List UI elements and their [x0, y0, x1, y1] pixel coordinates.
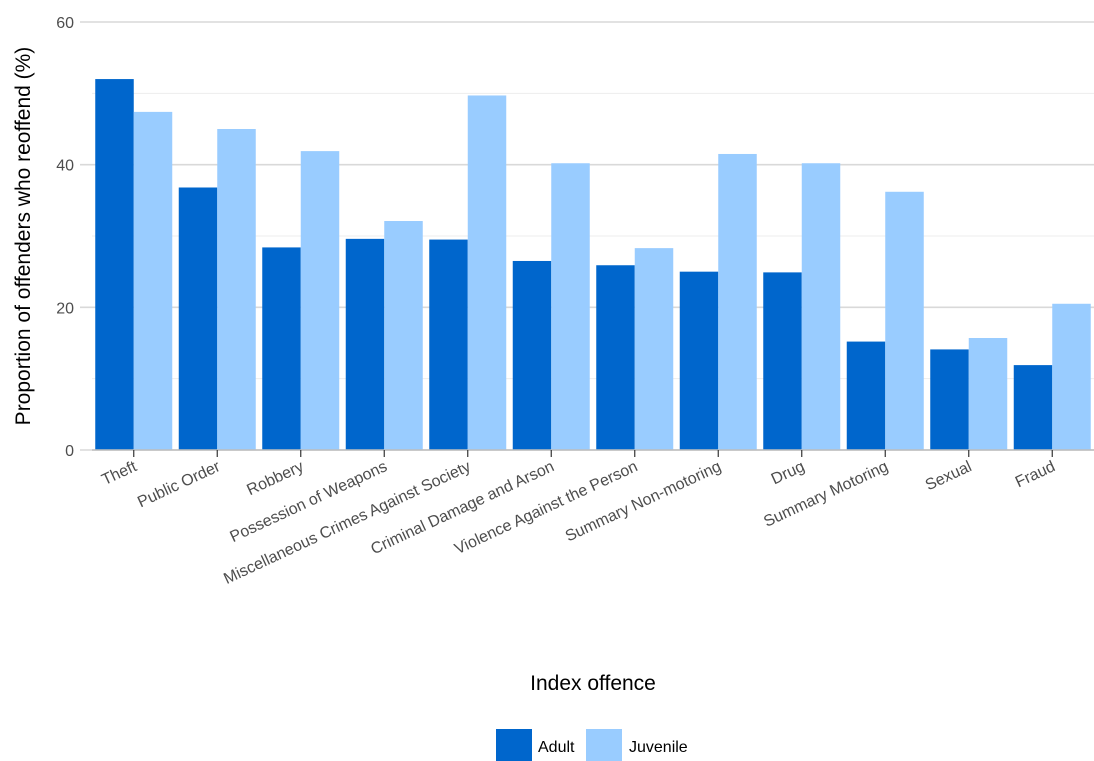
x-tick-label: Summary Non-motoring	[563, 458, 724, 545]
y-axis-title: Proportion of offenders who reoffend (%)	[12, 47, 35, 426]
bar-juvenile	[885, 191, 924, 451]
bar-adult	[1013, 365, 1053, 450]
bar-juvenile	[384, 221, 423, 450]
bar-juvenile	[467, 95, 507, 451]
x-tick-label: Public Order	[135, 458, 223, 511]
bar-adult	[178, 187, 218, 450]
x-tick-label: Fraud	[1013, 458, 1058, 491]
bar-juvenile	[551, 163, 590, 451]
y-tick-label: 20	[56, 300, 74, 317]
bar-adult	[512, 260, 552, 450]
legend: Adult Juvenile	[496, 729, 688, 761]
y-tick-label: 60	[56, 15, 74, 32]
x-axis-title: Index offence	[530, 672, 656, 695]
bar-juvenile	[968, 338, 1008, 450]
bar-juvenile	[217, 129, 256, 450]
legend-label-adult: Adult	[538, 739, 575, 756]
bar-adult	[846, 341, 886, 450]
bars	[95, 79, 1091, 451]
bar-juvenile	[300, 151, 340, 450]
bar-adult	[95, 79, 134, 451]
bar-adult	[930, 349, 969, 450]
bar-juvenile	[801, 163, 841, 451]
x-tick-label: Robbery	[244, 458, 306, 499]
bar-juvenile	[718, 153, 757, 450]
legend-swatch-adult	[496, 729, 532, 761]
bar-juvenile	[133, 111, 173, 450]
x-tick-label: Sexual	[923, 458, 975, 494]
legend-swatch-juvenile	[586, 729, 622, 761]
bar-adult	[345, 238, 385, 450]
bar-adult	[679, 271, 719, 450]
bar-adult	[596, 265, 635, 450]
bar-juvenile	[1052, 303, 1091, 450]
x-tick-label: Theft	[99, 458, 140, 489]
x-tick-label: Drug	[769, 458, 808, 488]
legend-label-juvenile: Juvenile	[629, 739, 688, 756]
bar-adult	[429, 239, 468, 450]
y-tick-labels: 0 20 40 60	[56, 15, 74, 460]
bar-adult	[262, 247, 301, 450]
bar-juvenile	[634, 248, 674, 450]
y-tick-label: 0	[65, 443, 74, 460]
bar-adult	[763, 272, 802, 450]
y-tick-label: 40	[56, 158, 74, 175]
